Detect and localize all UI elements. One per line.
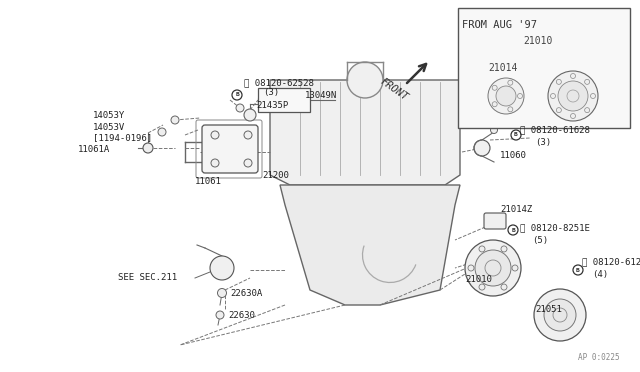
Circle shape bbox=[556, 79, 561, 84]
Text: [1194-0196]: [1194-0196] bbox=[93, 134, 152, 142]
Text: (5): (5) bbox=[532, 235, 548, 244]
Text: 14053V: 14053V bbox=[93, 122, 125, 131]
Text: 21010: 21010 bbox=[465, 276, 492, 285]
Circle shape bbox=[585, 79, 589, 84]
Circle shape bbox=[534, 289, 586, 341]
Circle shape bbox=[508, 107, 513, 112]
Circle shape bbox=[171, 116, 179, 124]
Text: 21014: 21014 bbox=[488, 63, 518, 73]
Circle shape bbox=[143, 143, 153, 153]
Circle shape bbox=[475, 250, 511, 286]
Circle shape bbox=[158, 128, 166, 136]
Polygon shape bbox=[270, 80, 460, 185]
Circle shape bbox=[468, 265, 474, 271]
Circle shape bbox=[479, 246, 485, 252]
Circle shape bbox=[244, 109, 256, 121]
Text: (3): (3) bbox=[535, 138, 551, 147]
Text: 14053Y: 14053Y bbox=[93, 110, 125, 119]
Circle shape bbox=[496, 86, 516, 106]
Circle shape bbox=[232, 90, 242, 100]
Text: B: B bbox=[511, 228, 515, 232]
Text: Ⓑ 08120-61628: Ⓑ 08120-61628 bbox=[520, 125, 590, 135]
FancyBboxPatch shape bbox=[258, 88, 310, 112]
Circle shape bbox=[216, 311, 224, 319]
Circle shape bbox=[570, 74, 575, 78]
Circle shape bbox=[570, 113, 575, 119]
Circle shape bbox=[492, 85, 497, 90]
Circle shape bbox=[492, 102, 497, 107]
Circle shape bbox=[490, 126, 497, 134]
Circle shape bbox=[512, 265, 518, 271]
Circle shape bbox=[585, 108, 589, 113]
Circle shape bbox=[236, 104, 244, 112]
Text: 21435P: 21435P bbox=[256, 102, 288, 110]
Text: 11060: 11060 bbox=[500, 151, 527, 160]
Text: 21051: 21051 bbox=[535, 305, 562, 314]
Text: AP 0:0225: AP 0:0225 bbox=[579, 353, 620, 362]
Text: 22630: 22630 bbox=[228, 311, 255, 321]
Circle shape bbox=[518, 93, 522, 99]
Text: B: B bbox=[514, 132, 518, 138]
Text: 21010: 21010 bbox=[524, 36, 553, 46]
Circle shape bbox=[244, 159, 252, 167]
Circle shape bbox=[508, 80, 513, 85]
FancyBboxPatch shape bbox=[484, 213, 506, 229]
Circle shape bbox=[465, 240, 521, 296]
Circle shape bbox=[591, 93, 595, 99]
Circle shape bbox=[558, 81, 588, 111]
Text: 21200: 21200 bbox=[262, 170, 289, 180]
Circle shape bbox=[244, 131, 252, 139]
Text: 11061: 11061 bbox=[195, 177, 222, 186]
Text: 21014Z: 21014Z bbox=[500, 205, 532, 215]
Circle shape bbox=[508, 225, 518, 235]
Text: SEE SEC.211: SEE SEC.211 bbox=[118, 273, 177, 282]
Polygon shape bbox=[280, 185, 460, 305]
Circle shape bbox=[550, 93, 556, 99]
Text: FROM AUG '97: FROM AUG '97 bbox=[462, 20, 537, 30]
FancyBboxPatch shape bbox=[202, 125, 258, 173]
Circle shape bbox=[218, 289, 227, 298]
Circle shape bbox=[347, 62, 383, 98]
Circle shape bbox=[474, 140, 490, 156]
Circle shape bbox=[556, 108, 561, 113]
Text: 22630A: 22630A bbox=[230, 289, 262, 298]
Circle shape bbox=[548, 71, 598, 121]
Circle shape bbox=[511, 130, 521, 140]
Text: Ⓑ 08120-61228: Ⓑ 08120-61228 bbox=[582, 257, 640, 266]
Text: FRONT: FRONT bbox=[378, 77, 410, 103]
Circle shape bbox=[210, 256, 234, 280]
Circle shape bbox=[211, 131, 219, 139]
Circle shape bbox=[501, 284, 507, 290]
Circle shape bbox=[501, 246, 507, 252]
FancyBboxPatch shape bbox=[458, 8, 630, 128]
Circle shape bbox=[544, 299, 576, 331]
Text: Ⓑ 08120-62528: Ⓑ 08120-62528 bbox=[244, 78, 314, 87]
Text: B: B bbox=[576, 267, 580, 273]
Circle shape bbox=[479, 284, 485, 290]
Text: 11061A: 11061A bbox=[78, 145, 110, 154]
Text: B: B bbox=[235, 93, 239, 97]
Circle shape bbox=[488, 78, 524, 114]
Circle shape bbox=[573, 265, 583, 275]
Text: (3): (3) bbox=[263, 89, 279, 97]
Text: 13049N: 13049N bbox=[305, 90, 337, 99]
Text: (4): (4) bbox=[592, 269, 608, 279]
Text: Ⓑ 08120-8251E: Ⓑ 08120-8251E bbox=[520, 224, 590, 232]
Circle shape bbox=[211, 159, 219, 167]
